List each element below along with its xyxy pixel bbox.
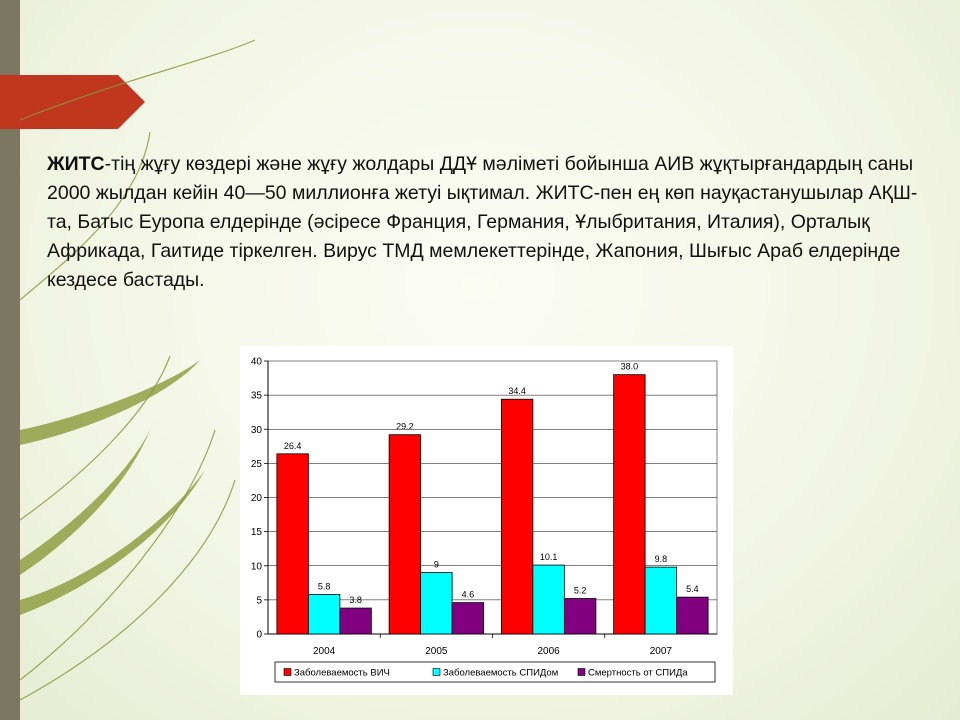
y-tick-label: 30	[251, 425, 263, 436]
bar	[676, 596, 709, 635]
y-tick-label: 5	[256, 595, 262, 606]
y-tick-label: 25	[251, 459, 263, 470]
x-tick-label: 2007	[650, 646, 673, 657]
bar-value-label: 9	[434, 560, 439, 570]
bar	[276, 453, 309, 635]
x-tick-label: 2006	[538, 646, 561, 657]
bar-value-label: 38.0	[621, 362, 639, 372]
y-tick-label: 20	[251, 493, 263, 504]
y-tick-label: 0	[256, 630, 262, 641]
bar	[307, 594, 341, 635]
bar	[532, 564, 565, 635]
slide-left-stripe	[0, 0, 20, 720]
slide-body-text: ЖИТС-тің жұғу көздері және жұғу жолдары …	[47, 150, 927, 295]
bar	[451, 602, 485, 635]
bar-value-label: 4.6	[462, 590, 475, 600]
y-tick-label: 35	[251, 391, 263, 402]
slide-title-tab	[0, 75, 145, 129]
bar	[563, 598, 597, 635]
legend-box	[274, 661, 716, 683]
bar-value-label: 9.8	[655, 554, 668, 564]
y-tick-label: 40	[251, 357, 263, 368]
y-tick-label: 15	[251, 527, 263, 538]
bar-chart: 0 5 10 15 20 25 30 35 40 26.4 5.8 3.8 2004 29.2 9 4.6 20…	[251, 357, 718, 683]
bar	[644, 566, 678, 635]
bar-value-label: 26.4	[284, 441, 302, 451]
bar	[613, 374, 646, 635]
body-text-bold: ЖИТС	[47, 153, 105, 175]
bar-value-label: 34.4	[508, 386, 526, 396]
bar-value-label: 5.2	[574, 586, 587, 596]
legend-label: Заболеваемость СПИДом	[443, 668, 558, 679]
bar-value-label: 3.8	[349, 595, 362, 605]
y-tick-label: 10	[251, 561, 263, 572]
bar-value-label: 10.1	[540, 552, 558, 562]
legend-swatch	[432, 668, 441, 676]
x-tick-label: 2004	[313, 646, 336, 657]
legend-swatch	[577, 668, 586, 676]
chart-panel: 0 5 10 15 20 25 30 35 40 26.4 5.8 3.8 2004 29.2 9 4.6 20…	[240, 346, 733, 695]
legend-label: Заболеваемость ВИЧ	[294, 668, 390, 679]
legend-label: Смертность от СПИДа	[588, 668, 688, 679]
x-tick-label: 2005	[425, 646, 448, 657]
bar	[388, 434, 422, 635]
bar-value-label: 5.8	[318, 581, 331, 591]
bar-value-label: 5.4	[686, 584, 699, 594]
bar	[500, 398, 534, 635]
bar	[420, 572, 453, 635]
bar	[339, 607, 372, 635]
bar-value-label: 29.2	[396, 422, 414, 432]
body-text-rest: -тің жұғу көздері және жұғу жолдары ДДҰ …	[47, 153, 918, 291]
legend-swatch	[283, 668, 292, 676]
